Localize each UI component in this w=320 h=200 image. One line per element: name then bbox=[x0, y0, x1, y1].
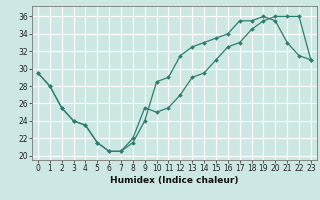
X-axis label: Humidex (Indice chaleur): Humidex (Indice chaleur) bbox=[110, 176, 239, 185]
